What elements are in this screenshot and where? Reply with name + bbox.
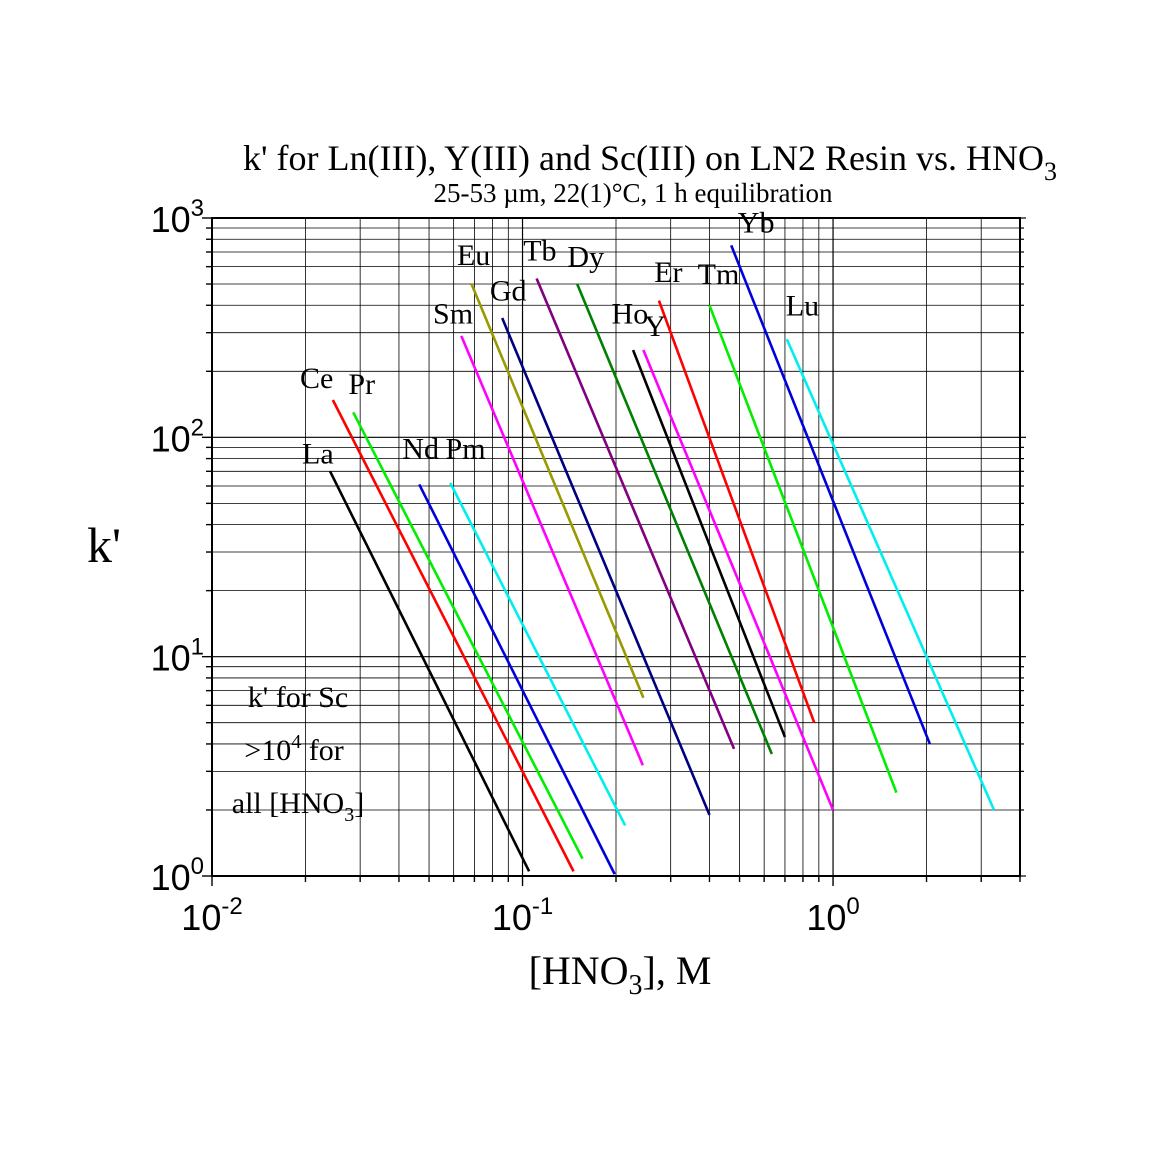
series-label-gd: Gd <box>490 275 527 308</box>
series-label-pm: Pm <box>446 433 486 466</box>
x-axis-label-subscript: 3 <box>629 970 643 1001</box>
x-tick-label-base: 10 <box>806 897 846 938</box>
series-line-ho <box>631 349 787 738</box>
series-lines <box>328 244 996 875</box>
y-axis-label: k' <box>87 517 121 573</box>
series-label-tm: Tm <box>698 258 740 291</box>
series-label-y: Y <box>644 310 666 343</box>
series-line-lu <box>785 338 996 811</box>
y-tick-label-exp: 3 <box>191 195 204 222</box>
x-tick-label-base: 10 <box>181 897 221 938</box>
plot-frame <box>202 217 1026 886</box>
annotation-line-1: k' for Sc <box>248 681 348 714</box>
y-tick-label-exp: 1 <box>191 634 204 661</box>
series-line-tb <box>535 277 736 750</box>
y-tick-label: 103 <box>151 195 204 240</box>
annotation-line-2: >104 for <box>244 731 343 767</box>
series-label-er: Er <box>654 256 682 289</box>
y-tick-label-base: 10 <box>151 857 191 898</box>
series-line-eu <box>470 283 645 699</box>
series-line-dy <box>576 283 774 755</box>
annotation-line-2-sup: 4 <box>291 731 301 753</box>
series-line-nd <box>418 483 616 875</box>
series-line-pm <box>449 482 627 827</box>
x-axis-label-pre: [HNO <box>529 948 629 993</box>
series-label-la: La <box>302 437 334 470</box>
chart-subtitle: 25-53 µm, 22(1)°C, 1 h equilibration <box>433 178 833 208</box>
x-axis-label: [HNO3], M <box>529 948 712 1001</box>
series-line-gd <box>500 317 711 816</box>
y-tick-label-exp: 0 <box>191 853 204 880</box>
series-label-nd: Nd <box>402 433 439 466</box>
series-label-eu: Eu <box>457 239 490 272</box>
series-label-pr: Pr <box>348 368 375 401</box>
y-tick-label: 102 <box>151 414 204 459</box>
series-line-sm <box>460 335 645 766</box>
annotation-line-2-pre: >10 <box>244 734 291 767</box>
chart-title-main: k' for Ln(III), Y(III) and Sc(III) on LN… <box>243 138 1044 178</box>
x-tick-label: 10-2 <box>181 893 242 938</box>
annotation-line-3-pre: all [HNO <box>232 787 344 820</box>
plot-border <box>211 217 1021 877</box>
series-line-ce <box>331 399 575 872</box>
y-tick-label: 100 <box>151 853 204 898</box>
series-label-tb: Tb <box>523 235 556 268</box>
x-tick-label: 10-1 <box>492 893 553 938</box>
series-label-yb: Yb <box>738 206 775 239</box>
annotation-line-3-post: ] <box>354 787 364 820</box>
annotation-line-3-sub: 3 <box>344 804 354 826</box>
x-tick-label-exp: -1 <box>532 893 553 920</box>
x-axis-label-post: ], M <box>643 948 712 993</box>
series-label-ce: Ce <box>300 362 333 395</box>
x-tick-label-exp: -2 <box>221 893 242 920</box>
x-tick-label-base: 10 <box>492 897 532 938</box>
series-line-tm <box>708 304 898 794</box>
series-line-er <box>657 300 816 724</box>
series-line-pr <box>352 411 584 860</box>
series-line-y <box>642 349 835 811</box>
x-tick-label: 100 <box>806 893 859 938</box>
series-line-yb <box>730 244 932 745</box>
y-tick-label-exp: 2 <box>191 414 204 441</box>
chart-title-subscript: 3 <box>1044 157 1057 186</box>
y-tick-label-base: 10 <box>151 638 191 679</box>
y-tick-label-base: 10 <box>151 199 191 240</box>
series-label-ho: Ho <box>612 298 649 331</box>
y-tick-label: 101 <box>151 634 204 679</box>
series-line-la <box>328 470 531 872</box>
annotation-line-2-post: for <box>301 734 343 767</box>
chart-title: k' for Ln(III), Y(III) and Sc(III) on LN… <box>243 138 1057 186</box>
series-label-sm: Sm <box>433 298 473 331</box>
annotation-line-3: all [HNO3] <box>232 787 364 826</box>
series-label-dy: Dy <box>567 241 604 274</box>
series-label-lu: Lu <box>786 289 819 322</box>
y-tick-label-base: 10 <box>151 418 191 459</box>
sc-annotation: k' for Sc >104 for all [HNO3] <box>232 681 364 826</box>
x-tick-label-exp: 0 <box>846 893 859 920</box>
